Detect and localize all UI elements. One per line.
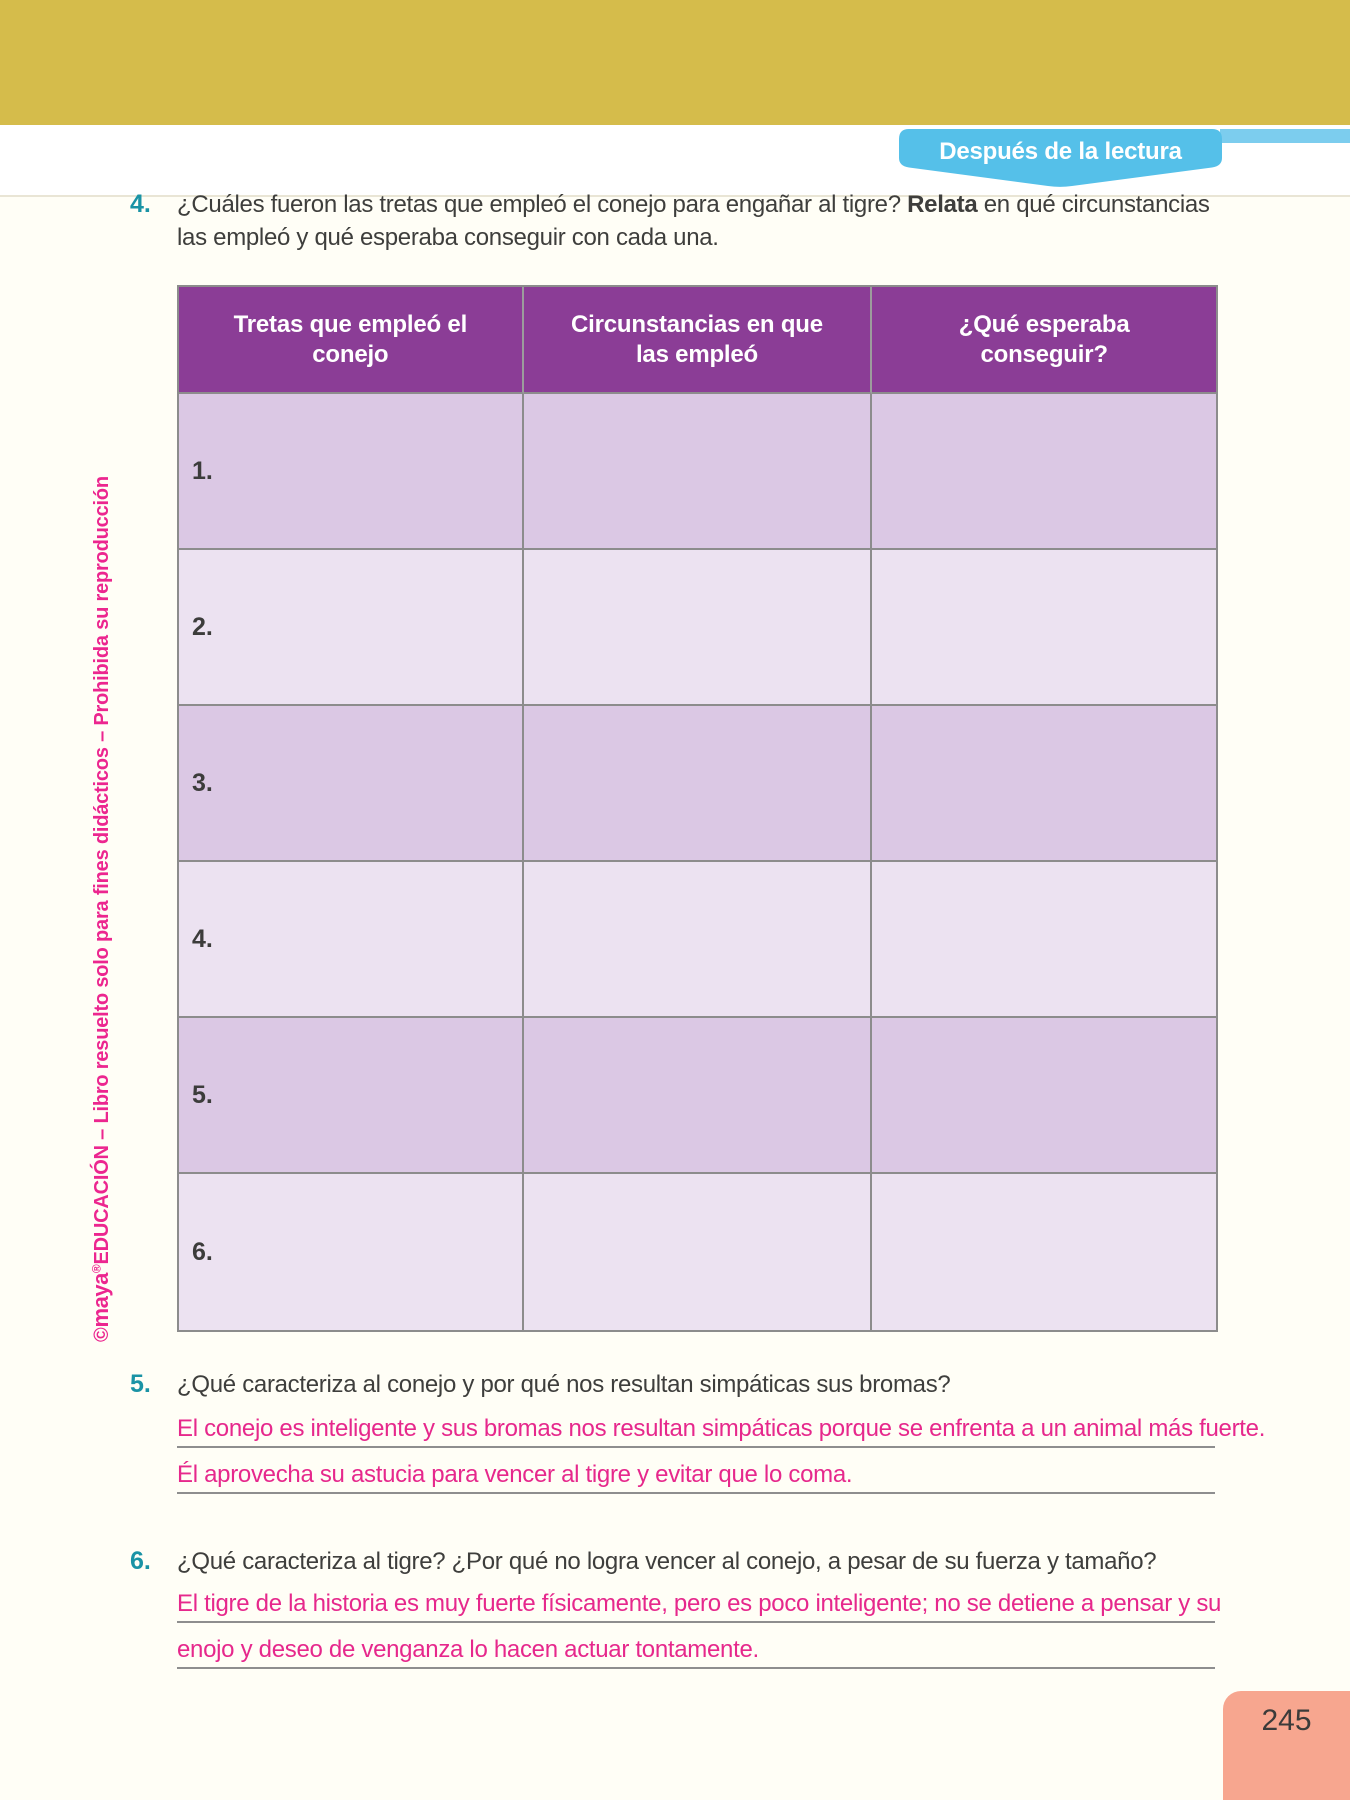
question-5-text: ¿Qué caracteriza al conejo y por qué nos… — [177, 1371, 951, 1398]
table-row-2-circumstances-cell — [523, 550, 873, 706]
banner-tail — [1220, 129, 1350, 143]
question-4-bold-word: Relata — [907, 191, 978, 218]
table-row-6-circumstances-cell — [523, 1174, 873, 1330]
question-5-answer-line-2: Él aprovecha su astucia para vencer al t… — [177, 1450, 1215, 1494]
copyright-sidebar: ©maya®EDUCACIÓN – Libro resuelto solo pa… — [88, 452, 114, 1342]
table-row-5-goal-cell — [872, 1018, 1216, 1174]
table-header-circumstances: Circunstancias en que las empleó — [523, 287, 873, 394]
question-6-number: 6. — [130, 1547, 151, 1575]
tricks-table: Tretas que empleó el conejo Circunstanci… — [177, 285, 1218, 1332]
brand-org-text: EDUCACIÓN — [91, 1145, 113, 1265]
table-row-6-label-cell: 6. — [179, 1174, 524, 1330]
table-row-3-label-cell: 3. — [179, 706, 524, 862]
question-4-line2: las empleó y qué esperaba conseguir con … — [177, 224, 719, 251]
table-row-2-goal-cell — [872, 550, 1216, 706]
question-6-text: ¿Qué caracteriza al tigre? ¿Por qué no l… — [177, 1548, 1157, 1575]
table-row-1-goal-cell — [872, 394, 1216, 550]
table-header-goal: ¿Qué esperaba conseguir? — [872, 287, 1216, 394]
question-5-number: 5. — [130, 1370, 151, 1398]
banner-ribbon-shape — [899, 129, 1222, 187]
section-banner-label: Después de la lectura — [939, 138, 1182, 165]
brand-logo-text: maya — [88, 1273, 113, 1328]
table-row-1-label-cell: 1. — [179, 394, 524, 550]
top-yellow-band — [0, 0, 1350, 125]
registered-symbol: ® — [89, 1264, 104, 1274]
question-5: 5. ¿Qué caracteriza al conejo y por qué … — [130, 1368, 1250, 1401]
question-5-answer-line-1: El conejo es inteligente y sus bromas no… — [177, 1404, 1265, 1448]
table-row-1-circumstances-cell — [523, 394, 873, 550]
table-row-2-label-cell: 2. — [179, 550, 524, 706]
page-number-badge: 245 — [1223, 1691, 1350, 1800]
question-6-answer-line-2: enojo y deseo de venganza lo hacen actua… — [177, 1625, 1215, 1669]
page-number: 245 — [1261, 1704, 1312, 1737]
table-row-3-goal-cell — [872, 706, 1216, 862]
question-4: 4. ¿Cuáles fueron las tretas que empleó … — [130, 188, 1250, 254]
table-row-4-label-cell: 4. — [179, 862, 524, 1018]
header-divider-line — [0, 195, 1350, 197]
table-header-tricks: Tretas que empleó el conejo — [179, 287, 524, 394]
table-row-6-goal-cell — [872, 1174, 1216, 1330]
copyright-notice: – Libro resuelto solo para fines didácti… — [91, 476, 113, 1146]
table-row-5-label-cell: 5. — [179, 1018, 524, 1174]
question-6: 6. ¿Qué caracteriza al tigre? ¿Por qué n… — [130, 1545, 1250, 1578]
question-6-answer-line-1: El tigre de la historia es muy fuerte fí… — [177, 1579, 1221, 1623]
copyright-symbol: © — [91, 1327, 113, 1342]
question-4-line1: ¿Cuáles fueron las tretas que empleó el … — [177, 191, 1210, 218]
question-4-text: ¿Cuáles fueron las tretas que empleó el … — [177, 188, 1210, 254]
table-row-4-circumstances-cell — [523, 862, 873, 1018]
section-banner: Después de la lectura — [899, 129, 1222, 188]
question-4-number: 4. — [130, 190, 151, 218]
table-row-5-circumstances-cell — [523, 1018, 873, 1174]
table-row-4-goal-cell — [872, 862, 1216, 1018]
table-row-3-circumstances-cell — [523, 706, 873, 862]
